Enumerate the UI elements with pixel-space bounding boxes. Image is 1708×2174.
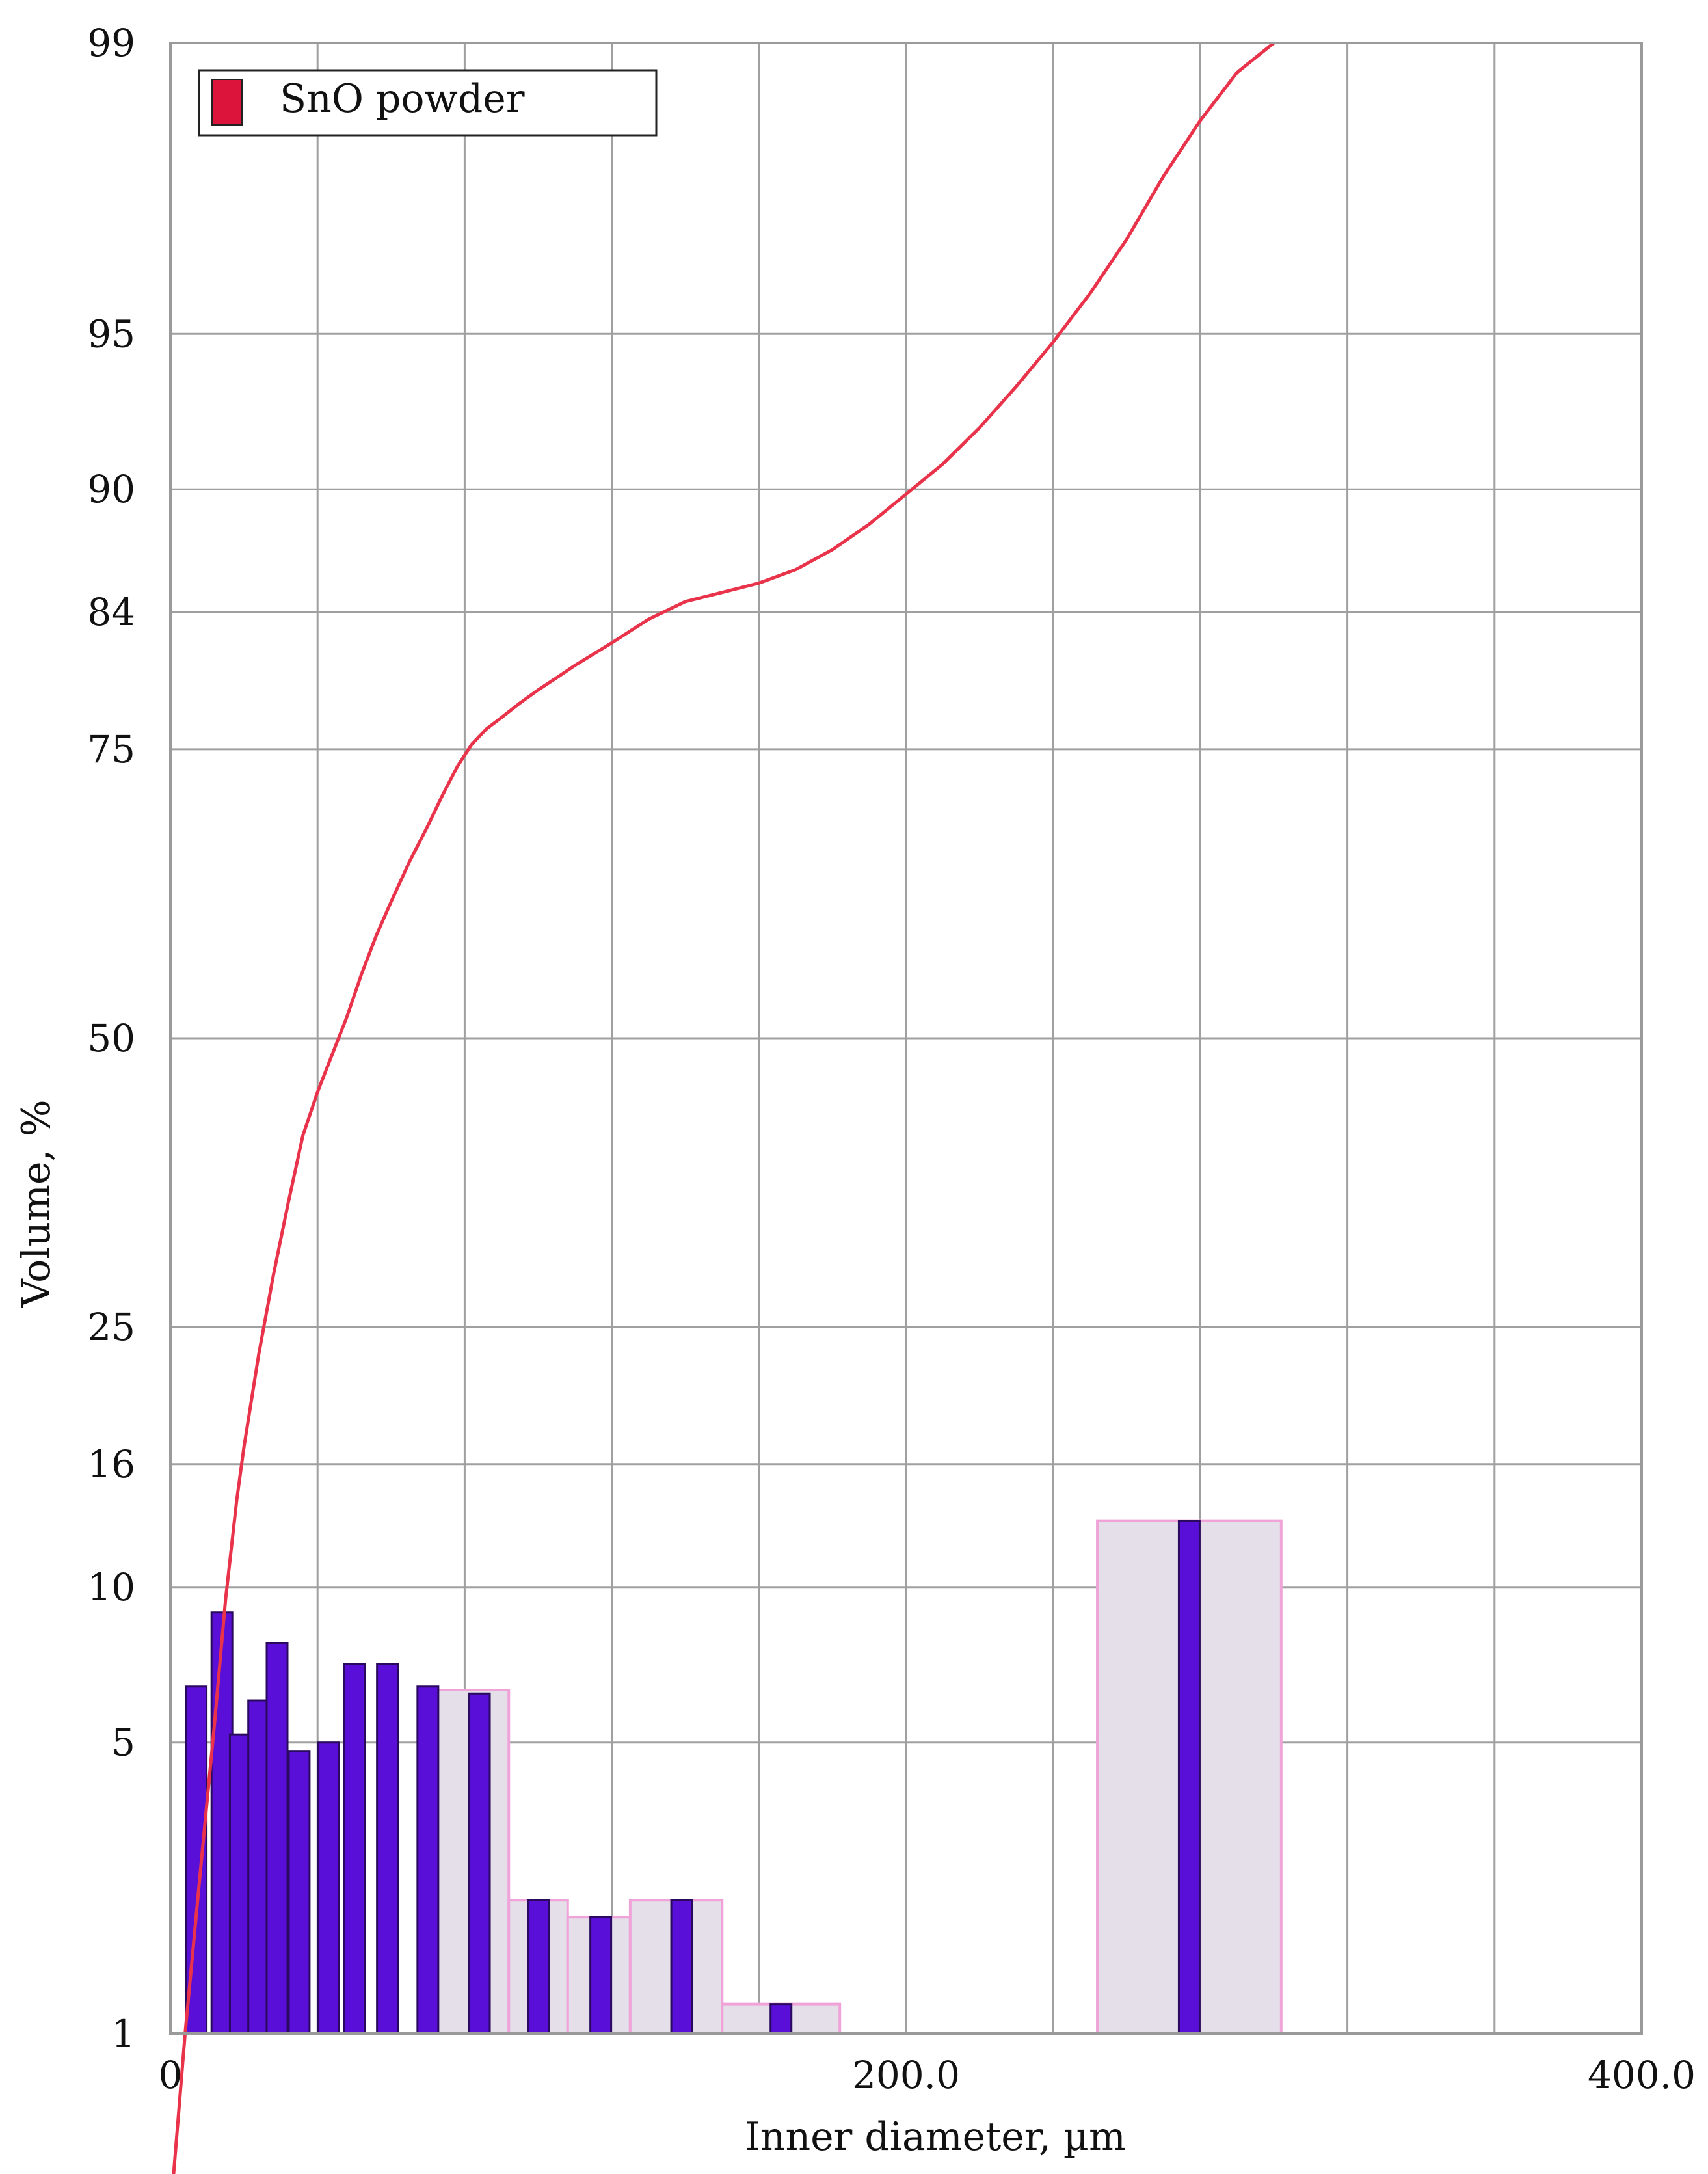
x-tick-label: 0	[159, 2053, 183, 2097]
x-tick-label: 400.0	[1588, 2053, 1696, 2097]
bar	[589, 1916, 613, 2035]
x-axis-title: Inner diameter, µm	[745, 2114, 1126, 2160]
grid-lines	[170, 42, 1642, 2035]
y-tick-label: 25	[87, 1305, 135, 1349]
bar	[376, 1663, 399, 2035]
y-tick-label: 75	[87, 727, 135, 772]
bar	[210, 1611, 234, 2035]
bar	[265, 1641, 289, 2035]
bar	[416, 1685, 440, 2035]
y-tick-label: 84	[87, 590, 135, 634]
y-axis-title: Volume, %	[14, 1099, 59, 1308]
cumulative-line	[172, 42, 1275, 2174]
y-tick-label: 16	[87, 1442, 135, 1486]
x-axis-ticks: 0 200.0 400.0	[159, 2053, 1696, 2097]
legend-swatch	[211, 79, 243, 126]
y-tick-label: 99	[87, 21, 135, 65]
y-axis-ticks: 1 5 10 16 25 50 75 84 90 95 99	[87, 21, 135, 2056]
bar	[670, 1899, 693, 2035]
y-tick-label: 5	[111, 1721, 135, 1765]
y-tick-label: 1	[111, 2011, 135, 2056]
bar	[468, 1692, 491, 2035]
bar	[317, 1741, 340, 2035]
bar	[287, 1750, 311, 2035]
bar-series	[185, 1520, 1201, 2035]
legend-label: SnO powder	[280, 76, 525, 122]
legend: SnO powder	[198, 69, 658, 137]
x-tick-label: 200.0	[852, 2053, 960, 2097]
y-tick-label: 50	[87, 1016, 135, 1060]
y-tick-label: 10	[87, 1565, 135, 1609]
bin-backgrounds	[426, 1519, 1283, 2035]
bar	[343, 1663, 366, 2035]
legend-box	[198, 69, 658, 137]
y-tick-label: 95	[87, 312, 135, 356]
bar	[527, 1899, 550, 2035]
plot-border	[169, 42, 1643, 2035]
bar	[769, 2003, 793, 2035]
bar	[1177, 1520, 1201, 2035]
y-tick-label: 90	[87, 467, 135, 511]
bin-background	[721, 2002, 779, 2035]
